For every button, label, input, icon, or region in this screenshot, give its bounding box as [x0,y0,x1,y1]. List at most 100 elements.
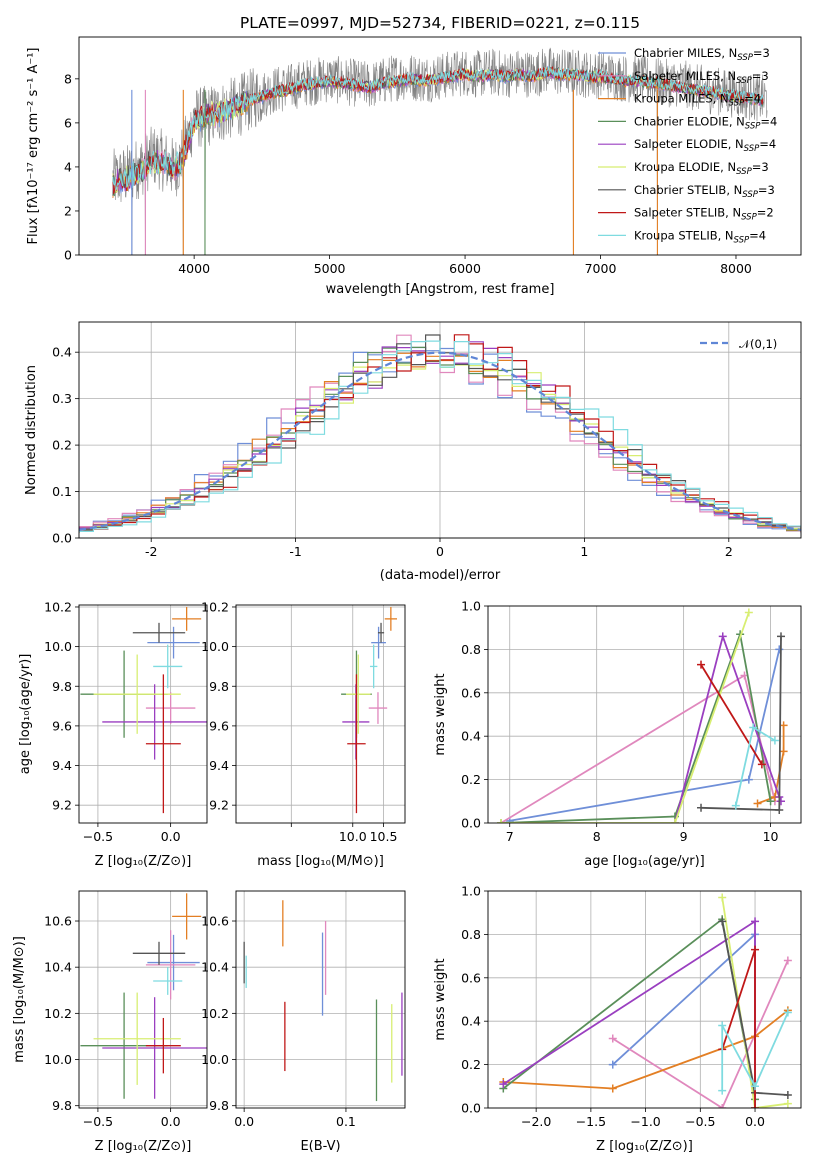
errorbar-kroupa-miles [172,893,202,940]
series-marker [697,803,706,812]
errorbar-salpeter-stelib [145,1017,181,1074]
x-tick-label: 7 [506,829,514,844]
y-tick-label: 1.0 [461,599,481,614]
x-tick-label: 9 [680,829,688,844]
legend-label-salpeter-stelib: Salpeter STELIB, NSSP=2 [634,206,774,223]
series-line [500,630,772,823]
x-tick-label: 10.5 [370,829,398,844]
x-tick-label: 0.0 [161,829,181,844]
y-tick-label: 0.8 [461,642,481,657]
axes: 0.0 0.1 9.8 10.0 10.2 10.4 10.6 E(B-V) [201,890,406,1154]
x-tick-label: 5000 [314,261,346,276]
x-tick-label: 7000 [585,261,617,276]
x-axis-label: mass [log₁₀(M/M⊙)] [257,854,384,869]
errorbar-chabrier-miles [147,626,200,659]
x-tick-label: 10.0 [339,829,367,844]
y-tick-label: 9.2 [52,798,72,813]
y-tick-label: 6 [64,115,72,130]
x-tick-label: 0.1 [336,1114,356,1129]
series-marker [731,801,740,810]
x-tick-label: 4000 [178,261,210,276]
series-line [501,612,750,823]
y-tick-label: 2 [64,203,72,218]
y-tick-label: 0 [64,248,72,263]
errorbar-kroupa-stelib [369,644,378,689]
errorbar-kroupa-stelib [153,967,183,995]
y-tick-label: 0.8 [461,927,481,942]
x-tick-label: -1 [289,544,301,559]
series-marker [697,660,706,669]
axes-frame [78,36,802,256]
series-marker [670,819,679,823]
series-marker [744,775,753,784]
residual-legend: 𝒩(0,1) [700,337,777,351]
y-tick-label: 10.4 [201,960,229,975]
mass-weight-line-salpeter-miles [608,956,792,1108]
legend-label-gaussian: 𝒩(0,1) [739,337,777,351]
y-axis-label: mass [log₁₀(M/M⊙)] [12,936,27,1063]
series-marker [757,760,766,769]
x-tick-label: 0.0 [234,1114,254,1129]
model-kroupa-elodie [112,67,764,193]
series-line [721,949,756,1108]
y-tick-label: 0.6 [461,685,481,700]
series-marker [777,632,786,641]
x-tick-label: 8000 [720,261,752,276]
y-tick-label: 9.8 [52,679,72,694]
data-spectrum [112,47,768,255]
mass-weight-line-chabrier-stelib [697,632,786,814]
series-marker [608,1084,617,1093]
panel-residuals: -2 -1 0 1 2 0.0 0.1 0.2 0.3 0.4 (data-model)/error… [24,321,802,583]
errorbar-salpeter-elodie [102,684,207,760]
x-tick-label: 10 [763,829,779,844]
axes-frame [235,890,406,1109]
y-tick-label: 9.8 [209,679,229,694]
series-marker [751,917,760,926]
y-tick-label: 0.6 [461,970,481,985]
errorbar-salpeter-elodie [102,997,207,1099]
model-salpeter-stelib [112,65,764,195]
y-tick-label: 10.0 [201,639,229,654]
series-marker [751,1104,760,1108]
errorbar-chabrier-miles [147,934,200,991]
series-marker [718,893,727,902]
y-tick-label: 0.1 [52,484,72,499]
errorbar-salpeter-miles [368,692,388,724]
y-tick-label: 9.4 [52,758,72,773]
y-tick-label: 9.6 [209,718,229,733]
grid-lines [236,605,405,823]
x-axis-label: wavelength [Angstrom, rest frame] [326,282,555,297]
y-tick-label: 9.8 [52,1098,72,1113]
series-line [503,1009,789,1090]
y-tick-label: 10.0 [44,639,72,654]
x-tick-label: −1.0 [630,1114,660,1129]
errorbar-kroupa-elodie [93,654,181,734]
y-tick-label: 0.4 [52,345,72,360]
legend-label-chabrier-stelib: Chabrier STELIB, NSSP=3 [634,183,775,200]
series-marker [751,945,760,954]
errorbar-salpeter-stelib [347,674,366,814]
x-tick-label: 0.0 [745,1114,765,1129]
y-tick-label: 0.2 [52,438,72,453]
x-tick-label: 2 [725,544,733,559]
legend-label-kroupa-stelib: Kroupa STELIB, NSSP=4 [634,228,766,245]
legend-label-chabrier-miles: Chabrier MILES, NSSP=3 [634,46,770,63]
series-line [612,960,789,1108]
legend-label-salpeter-elodie: Salpeter ELODIE, NSSP=4 [634,137,776,154]
plot-area [243,900,403,1102]
errorbar-chabrier-stelib [132,622,186,643]
series-marker [779,747,788,756]
errorbar-chabrier-stelib [377,622,385,643]
y-tick-label: 0.0 [461,1101,481,1116]
mass-weight-line-kroupa-stelib [718,1008,792,1095]
axes-frame [78,321,802,539]
plot-area [79,334,801,534]
plot-area [341,606,398,814]
panels: 4000 5000 6000 7000 8000 0 2 4 6 8 wavelength [Ang… [12,36,802,1154]
y-tick-label: 10.2 [201,599,229,614]
axes-frame [487,890,802,1109]
y-tick-label: 9.8 [209,1098,229,1113]
y-tick-label: 0.0 [52,531,72,546]
series-marker [783,1099,792,1108]
